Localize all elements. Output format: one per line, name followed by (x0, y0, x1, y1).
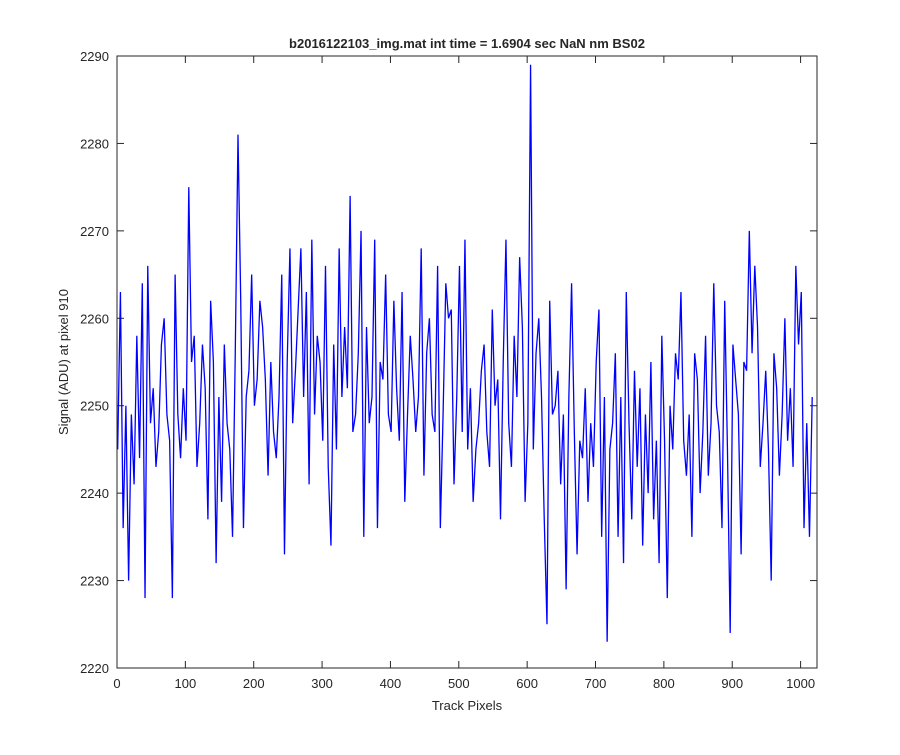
series-layer (117, 64, 813, 642)
x-tick-label: 500 (448, 676, 470, 691)
chart-title: b2016122103_img.mat int time = 1.6904 se… (289, 36, 645, 51)
x-tick-label: 0 (113, 676, 120, 691)
x-tick-label: 100 (175, 676, 197, 691)
x-axis-label: Track Pixels (432, 698, 503, 713)
x-tick-label: 400 (380, 676, 402, 691)
y-tick-label: 2260 (80, 311, 109, 326)
x-tick-label: 300 (311, 676, 333, 691)
series-line-0 (117, 64, 813, 642)
y-tick-label: 2270 (80, 224, 109, 239)
x-tick-label: 700 (585, 676, 607, 691)
x-tick-label: 800 (653, 676, 675, 691)
y-tick-label: 2220 (80, 661, 109, 676)
y-axis-label: Signal (ADU) at pixel 910 (56, 289, 71, 435)
y-tick-label: 2290 (80, 49, 109, 64)
x-tick-label: 900 (721, 676, 743, 691)
y-tick-label: 2280 (80, 136, 109, 151)
x-tick-label: 1000 (786, 676, 815, 691)
plot-frame (116, 55, 818, 669)
x-tick-label: 200 (243, 676, 265, 691)
y-tick-label: 2240 (80, 486, 109, 501)
axis-ticks: 0 100 200 300 400 500 600 700 800 900 1000 2220 2230… (80, 49, 817, 691)
y-tick-label: 2250 (80, 399, 109, 414)
x-tick-label: 600 (516, 676, 538, 691)
y-tick-label: 2230 (80, 574, 109, 589)
